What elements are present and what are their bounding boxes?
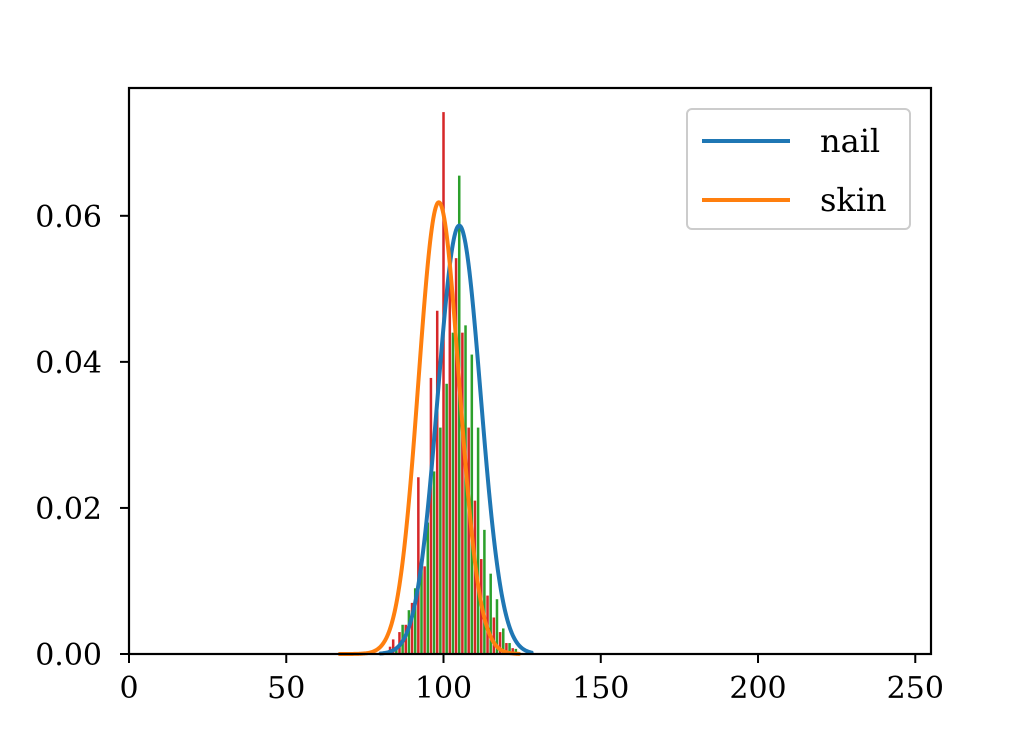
histogram-bar-1-14 (476, 427, 480, 654)
histogram-bar-2-12 (454, 258, 458, 654)
histogram-bar-2-18 (492, 617, 496, 654)
histogram-bar-2-20 (505, 643, 508, 654)
histogram-bar-2-19 (498, 632, 502, 654)
x-tick-label: 150 (572, 671, 629, 706)
histogram-bar-2-9 (435, 310, 439, 654)
histogram-bar-2-15 (473, 500, 477, 654)
y-axis: 0.00 0.02 0.04 0.06 (35, 200, 129, 673)
legend-label-nail: nail (820, 122, 880, 160)
histogram-bar-2-8 (429, 377, 433, 654)
histogram-bar-2-7 (423, 566, 426, 654)
series-line-nail (378, 223, 534, 656)
histogram-bar-1-17 (495, 599, 499, 654)
histogram-bar-2-14 (467, 427, 470, 654)
density-curves (337, 200, 534, 656)
histogram-bar-1-15 (483, 529, 486, 654)
x-tick-label: 50 (267, 671, 305, 706)
histogram-bar-1-4 (413, 588, 417, 654)
histogram-bars (388, 112, 518, 654)
histogram-bar-1-5 (420, 559, 423, 654)
x-tick-label: 250 (887, 671, 944, 706)
histogram-bar-2-5 (410, 602, 414, 654)
histogram-bar-2-2 (391, 639, 395, 654)
y-tick-label: 0.02 (35, 492, 102, 527)
histogram-bar-1-19 (508, 643, 511, 654)
histogram-bar-1-10 (451, 332, 455, 654)
series-line-skin (337, 200, 521, 656)
x-tick-label: 0 (119, 671, 138, 706)
y-tick-label: 0.00 (35, 638, 102, 673)
histogram-bar-1-9 (445, 383, 448, 654)
histogram-bar-1-12 (464, 325, 467, 654)
plot-frame (127, 86, 933, 656)
legend: nail skin (686, 108, 911, 230)
histogram-bar-1-16 (489, 573, 492, 654)
histogram-bar-1-20 (514, 648, 518, 654)
histogram-bar-2-10 (442, 112, 445, 654)
y-tick-label: 0.06 (35, 200, 102, 235)
x-axis: 0 50 100 150 200 250 (119, 654, 944, 706)
histogram-bar-2-11 (448, 274, 452, 654)
histogram-bar-1-6 (426, 522, 430, 654)
x-tick-label: 100 (415, 671, 472, 706)
x-tick-label: 200 (729, 671, 786, 706)
legend-label-skin: skin (820, 181, 887, 219)
histogram-bar-1-7 (432, 471, 436, 654)
histogram-bar-2-6 (417, 477, 420, 654)
histogram-bar-1-13 (470, 354, 474, 654)
histogram-bar-1-18 (502, 628, 505, 654)
histogram-bar-1-11 (457, 175, 461, 654)
histogram-bar-2-13 (461, 332, 464, 654)
histogram-bar-1-8 (439, 427, 442, 654)
y-tick-label: 0.04 (35, 346, 102, 381)
histogram-bar-2-21 (511, 648, 514, 654)
